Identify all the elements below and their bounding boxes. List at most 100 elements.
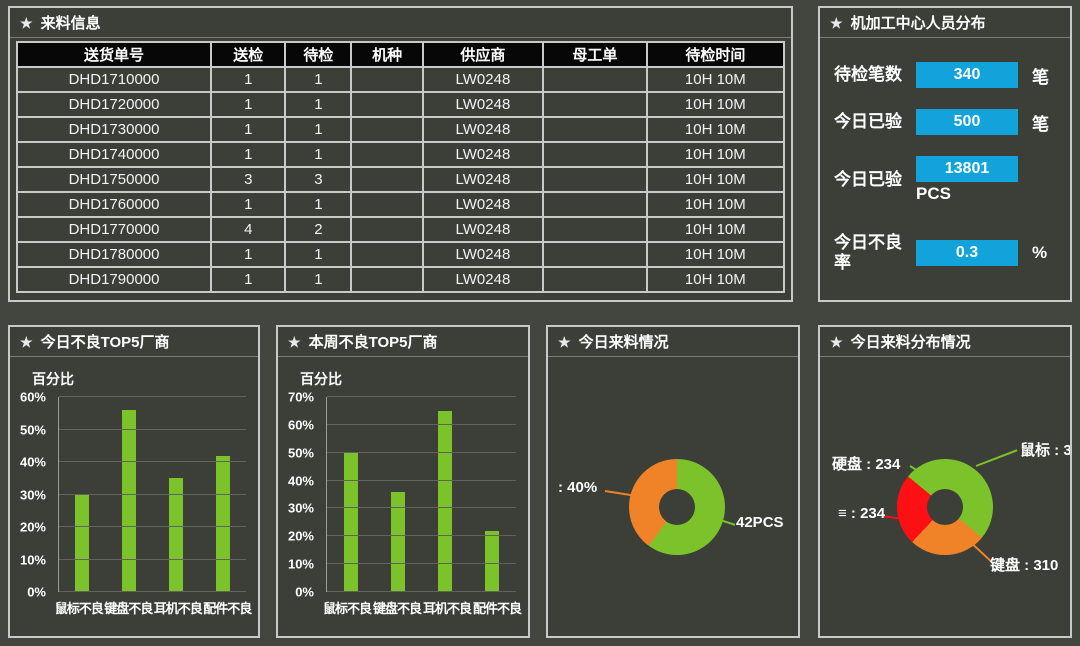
y-tick-label: 50% [287,445,314,461]
x-axis-labels: 鼠标不良 键盘不良 耳机不良 配件不良 [54,598,253,617]
bar-slot [153,397,200,592]
stat-value-group: 500 笔 [916,109,1049,135]
table-header-cell: 待检 [284,41,353,68]
table-cell [542,191,648,218]
y-tick-label: 40% [287,473,314,489]
stat-unit: 笔 [1032,67,1049,87]
table-cell: 1 [284,266,353,293]
y-tick-label: 60% [287,417,314,433]
table-cell: DHD1790000 [15,266,213,293]
table-cell: 3 [284,166,353,193]
panel-title: ★ 今日不良TOP5厂商 [10,327,258,357]
table-cell: DHD1730000 [15,116,213,143]
stat-value-box: 13801 [916,156,1018,182]
bar [122,410,137,592]
y-axis-ticks: 0% 10% 20% 30% 40% 50% 60% 70% [278,391,320,599]
x-category-label: 键盘不良 [104,601,153,616]
y-tick-label: 40% [19,454,46,470]
table-cell: DHD1770000 [15,216,213,243]
table-cell [350,216,424,243]
pie-chart-area: 硬盘 : 234 鼠标 : 3 ≡ : 234 键盘 : 310 [820,327,1070,636]
stat-unit: % [1032,243,1048,263]
bar-slot [422,397,469,592]
stat-value-box: 340 [916,62,1018,88]
table-header-cell: 机种 [350,41,424,68]
pie-label: 鼠标 : 3 [1020,442,1072,459]
table-cell: DHD1740000 [15,141,213,168]
stat-value-box: 500 [916,109,1018,135]
y-axis-ticks: 0% 10% 20% 30% 40% 50% 60% [10,391,52,599]
stat-value: 500 [953,113,981,130]
table-header-cell: 送货单号 [15,41,213,68]
table-cell: 1 [210,266,287,293]
bar-slot [199,397,246,592]
bar [485,530,500,592]
table-cell [542,141,648,168]
table-cell [350,166,424,193]
pie-label: 硬盘 : 234 [832,456,901,473]
table-cell [350,266,424,293]
stat-unit: PCS [916,184,951,203]
stat-value: 13801 [944,160,990,177]
table-cell: LW0248 [421,91,545,118]
stat-label: 今日已验 [834,111,902,131]
table-header-row: 送货单号 送检 待检 机种 供应商 母工单 待检时间 [15,41,786,68]
stat-value-group: 13801 PCS [916,156,1018,204]
table-row[interactable]: DHD1780000 1 1 LW0248 10H 10M [15,241,786,268]
bar-slot [469,397,516,592]
table-cell: DHD1750000 [15,166,213,193]
donut-chart [897,459,993,555]
x-category-label: 鼠标不良 [322,601,372,616]
table-cell [542,66,648,93]
bar-slot [327,397,374,592]
table-row[interactable]: DHD1760000 1 1 LW0248 10H 10M [15,191,786,218]
table-row[interactable]: DHD1720000 1 1 LW0248 10H 10M [15,91,786,118]
bars [59,397,246,592]
table-row[interactable]: DHD1770000 4 2 LW0248 10H 10M [15,216,786,243]
table-row[interactable]: DHD1730000 1 1 LW0248 10H 10M [15,116,786,143]
table-row[interactable]: DHD1740000 1 1 LW0248 10H 10M [15,141,786,168]
gridline [327,563,516,565]
donut-chart [629,459,725,555]
gridline [327,535,516,537]
table-cell: 1 [210,241,287,268]
table-cell: 10H 10M [645,141,786,168]
table-header-cell: 供应商 [421,41,545,68]
pie-chart-area: : 40% 42PCS [548,327,798,636]
table-cell: LW0248 [421,66,545,93]
y-tick-label: 10% [19,552,46,568]
star-icon: ★ [830,333,843,350]
table-cell: LW0248 [421,216,545,243]
bar [75,494,90,592]
gridline [59,428,246,430]
table-row[interactable]: DHD1710000 1 1 LW0248 10H 10M [15,66,786,93]
stats-list: 待检笔数 340 笔今日已验 500 笔今日已验 13801 PCS 今日不良率 0.3% [820,38,1070,274]
table-row[interactable]: DHD1790000 1 1 LW0248 10H 10M [15,266,786,293]
y-tick-label: 70% [287,389,314,405]
table-cell: 1 [284,141,353,168]
y-tick-label: 10% [287,556,314,572]
gridline [327,396,516,397]
stat-row-0: 待检笔数 340 笔 [834,62,1060,88]
gridline [327,451,516,453]
x-category-label: 鼠标不良 [54,601,104,616]
table-row[interactable]: DHD1750000 3 3 LW0248 10H 10M [15,166,786,193]
table-cell: 10H 10M [645,266,786,293]
table-cell: 1 [284,191,353,218]
table-cell: 1 [210,191,287,218]
panel-title: ★ 来料信息 [10,8,791,38]
stat-row-2: 今日已验 13801 PCS [834,156,1060,204]
gridline [59,526,246,528]
table-cell: 10H 10M [645,241,786,268]
table-cell [350,116,424,143]
table-cell [542,241,648,268]
x-category-label: 耳机不良 [153,601,203,616]
star-icon: ★ [558,333,571,350]
y-tick-label: 50% [19,422,46,437]
table-cell [350,241,424,268]
stat-value-box: 0.3 [916,240,1018,267]
incoming-material-table: 送货单号 送检 待检 机种 供应商 母工单 待检时间 DHD1710000 1 1 LW0248 1… [15,41,786,293]
table-cell: DHD1710000 [15,66,213,93]
stat-row-3: 今日不良率 0.3% [834,233,1060,274]
